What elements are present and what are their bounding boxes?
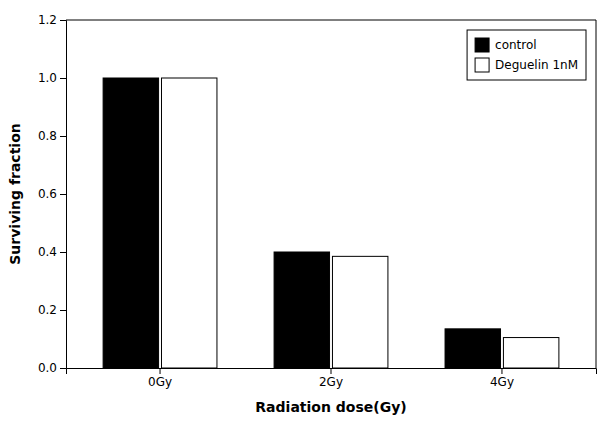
y-axis-title: Surviving fraction (7, 123, 23, 264)
tick-mark (60, 194, 66, 195)
legend-label: control (495, 38, 537, 52)
tick-label: 1.2 (38, 13, 57, 27)
bar-series (161, 78, 558, 368)
x-axis-title: Radiation dose(Gy) (255, 399, 406, 415)
tick: 0.6 (38, 187, 66, 201)
bar (445, 329, 500, 368)
tick: 1.0 (38, 71, 66, 85)
legend-frame (467, 30, 586, 80)
bar (503, 338, 558, 368)
tick: 0.8 (38, 129, 66, 143)
tick-mark (60, 136, 66, 137)
bar (103, 78, 158, 368)
tick-mark (60, 252, 66, 253)
tick: 0.4 (38, 245, 66, 259)
legend: control Deguelin 1nM (467, 30, 586, 80)
frame-line (66, 20, 596, 21)
frame-line (596, 20, 597, 368)
tick-mark (501, 368, 502, 374)
bar (161, 78, 216, 368)
tick: 4Gy (490, 368, 514, 389)
bar-series (103, 78, 500, 368)
legend-item: control (475, 38, 537, 52)
axis-line (67, 369, 597, 375)
bars (103, 78, 559, 368)
tick: 0.0 (38, 361, 66, 375)
tick-label: 0.6 (38, 187, 57, 201)
axis-line (60, 21, 67, 369)
tick-label: 1.0 (38, 71, 57, 85)
tick-mark (60, 368, 66, 369)
y-axis: 0.0 0.2 0.4 0.6 0.8 1.0 1.2 (38, 13, 67, 375)
legend-swatch (475, 58, 489, 72)
tick: 2Gy (319, 368, 343, 389)
tick-mark (60, 20, 66, 21)
tick-label: 0.4 (38, 245, 57, 259)
tick-label: 4Gy (490, 375, 514, 389)
tick-label: 0.0 (38, 361, 57, 375)
tick-label: 2Gy (319, 375, 343, 389)
x-axis: 0Gy 2Gy 4Gy (67, 368, 597, 389)
tick-mark (160, 368, 161, 374)
legend-swatch (475, 38, 489, 52)
bar (332, 256, 387, 368)
legend-item: Deguelin 1nM (475, 58, 578, 72)
tick: 1.2 (38, 13, 66, 27)
tick-mark (331, 368, 332, 374)
tick-label: 0Gy (148, 375, 172, 389)
tick-label: 0.8 (38, 129, 57, 143)
tick-label: 0.2 (38, 303, 57, 317)
bar (274, 252, 329, 368)
tick-mark (60, 310, 66, 311)
plot-area: 0Gy 2Gy 4Gy 0.0 0.2 0.4 0.6 0.8 1.0 1.2 control Deg… (38, 13, 597, 388)
tick: 0.2 (38, 303, 66, 317)
tick: 0Gy (148, 368, 172, 389)
legend-label: Deguelin 1nM (495, 58, 578, 72)
chart: 0Gy 2Gy 4Gy 0.0 0.2 0.4 0.6 0.8 1.0 1.2 control Deg… (0, 0, 616, 424)
tick-mark (60, 78, 66, 79)
